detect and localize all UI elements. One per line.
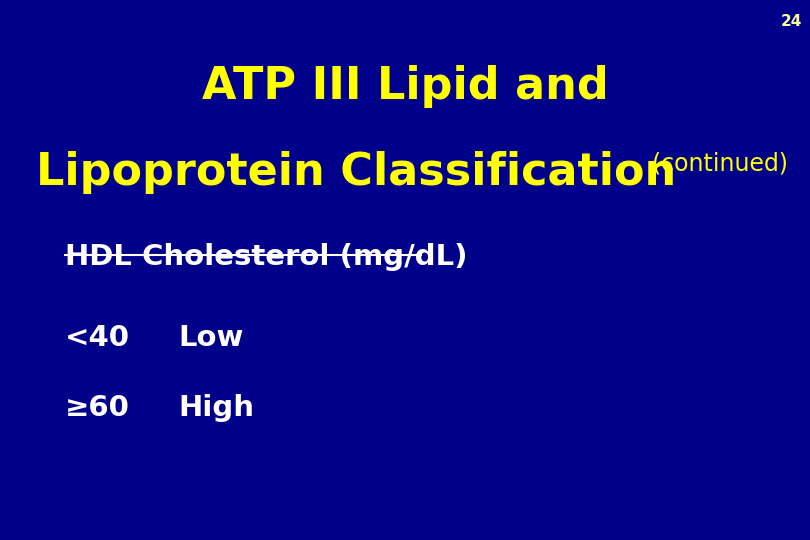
Text: Lipoprotein Classification: Lipoprotein Classification bbox=[36, 151, 676, 194]
Text: <40: <40 bbox=[65, 324, 130, 352]
Text: HDL Cholesterol (mg/dL): HDL Cholesterol (mg/dL) bbox=[65, 243, 467, 271]
Text: 24: 24 bbox=[781, 14, 802, 29]
Text: ≥60: ≥60 bbox=[65, 394, 130, 422]
Text: (continued): (continued) bbox=[652, 151, 788, 175]
Text: ATP III Lipid and: ATP III Lipid and bbox=[202, 65, 608, 108]
Text: Low: Low bbox=[178, 324, 244, 352]
Text: High: High bbox=[178, 394, 254, 422]
